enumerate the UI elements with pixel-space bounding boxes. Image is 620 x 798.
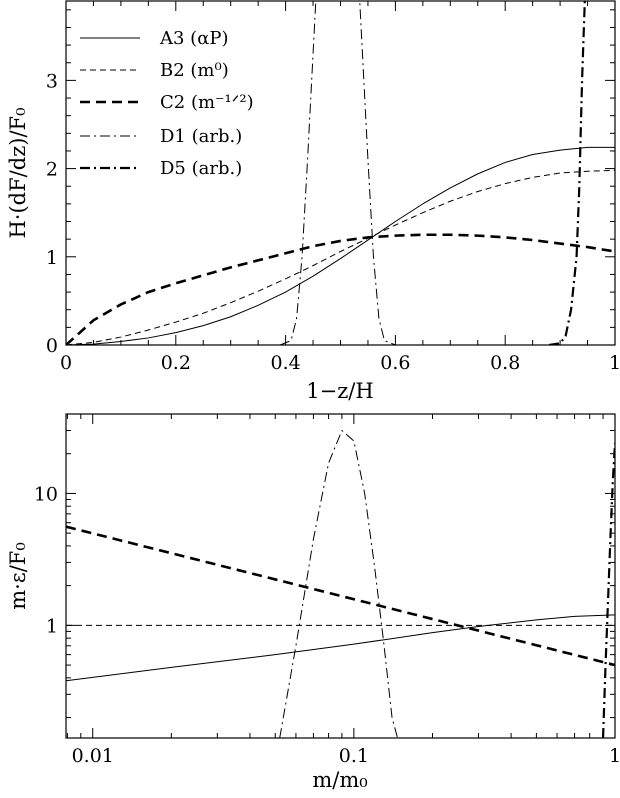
legend-label-a3: A3 (αP) (159, 28, 228, 49)
top-series-line-d5 (548, 1, 586, 345)
bottom-series-line-c2 (66, 525, 615, 667)
top-series-line-a3 (66, 146, 615, 345)
top-series-line-d1 (279, 1, 396, 345)
legend-label-c2: C2 (m⁻¹ᐟ²) (160, 92, 254, 113)
top-y-tick-label: 3 (46, 70, 58, 92)
bottom-series-group (66, 429, 615, 738)
bottom-series-line-a3 (66, 614, 615, 682)
top-panel: 0 0.2 0.4 0.6 0.8 1 0 1 2 3 1−z/H H·(dF/dz)/F₀ A3… (6, 0, 620, 403)
top-x-tick-label: 1 (609, 352, 620, 374)
bottom-y-tick-label: 1 (46, 615, 58, 637)
top-y-axis-label: H·(dF/dz)/F₀ (6, 107, 30, 238)
top-ticks (65, 1, 616, 346)
top-x-tick-label: 0 (60, 352, 72, 374)
top-x-tick-label: 0.2 (161, 352, 191, 374)
legend-label-d1: D1 (arb.) (160, 126, 242, 147)
bottom-series-line-d5 (601, 443, 615, 738)
top-y-tick-label: 1 (46, 247, 58, 269)
bottom-series-line-d1 (279, 429, 399, 738)
top-series-line-b2 (66, 169, 615, 345)
bottom-x-tick-label: 1 (609, 745, 620, 767)
bottom-ticks (66, 413, 616, 738)
bottom-y-tick-label: 10 (34, 483, 58, 505)
bottom-x-tick-label: 0.01 (72, 745, 114, 767)
top-series-line-c2 (66, 233, 615, 345)
bottom-tick-labels: 0.01 0.1 1 1 10 (34, 483, 620, 767)
top-y-tick-label: 0 (46, 335, 58, 357)
top-x-tick-label: 0.6 (380, 352, 410, 374)
legend: A3 (αP) B2 (m⁰) C2 (m⁻¹ᐟ²) D1 (arb.) D5 … (80, 28, 254, 179)
top-x-tick-label: 0.4 (270, 352, 300, 374)
top-y-tick-label: 2 (46, 159, 58, 181)
bottom-panel: 0.01 0.1 1 1 10 m/m₀ m·ε/F₀ (6, 413, 620, 792)
legend-label-b2: B2 (m⁰) (160, 60, 229, 81)
bottom-x-tick-label: 0.1 (339, 745, 369, 767)
top-series-group (66, 1, 615, 345)
bottom-y-axis-label: m·ε/F₀ (6, 542, 30, 610)
top-tick-labels: 0 0.2 0.4 0.6 0.8 1 0 1 2 3 (46, 70, 620, 374)
top-x-tick-label: 0.8 (490, 352, 520, 374)
bottom-x-axis-label: m/m₀ (312, 768, 367, 792)
legend-label-d5: D5 (arb.) (160, 158, 242, 179)
top-x-axis-label: 1−z/H (306, 379, 373, 403)
bottom-plot-frame (65, 413, 616, 739)
